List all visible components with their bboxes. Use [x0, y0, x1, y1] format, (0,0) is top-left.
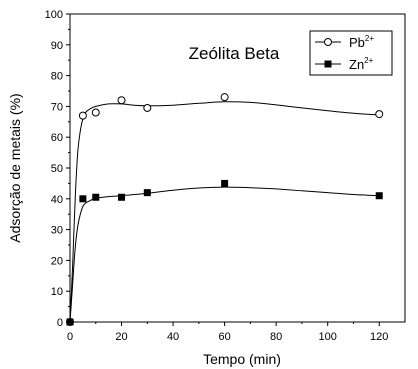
point-pb: [143, 103, 152, 112]
legend-label-pb-base: Pb: [349, 35, 365, 50]
curve-pb: [69, 101, 380, 323]
x-axis-title: Tempo (min): [203, 351, 281, 367]
y-tick-label: 30: [51, 225, 63, 237]
point-zn: [118, 193, 126, 201]
legend-marker-pb: [324, 38, 332, 46]
y-tick-label: 40: [51, 194, 63, 206]
point-zn: [92, 193, 100, 201]
point-pb: [78, 111, 87, 120]
legend-box: [309, 30, 393, 76]
point-zn: [221, 179, 229, 187]
point-pb: [91, 108, 100, 117]
x-tick-label: 80: [270, 331, 282, 343]
y-axis-title: Adsorção de metais (%): [7, 93, 23, 242]
x-tick-label: 20: [115, 331, 127, 343]
legend-item-pb: Pb2+: [315, 34, 374, 50]
point-zn: [375, 192, 383, 200]
point-zn: [143, 189, 151, 197]
legend-label-pb: Pb2+: [349, 34, 374, 50]
y-tick-label: 20: [51, 255, 63, 267]
legend-item-zn: Zn2+: [315, 56, 374, 72]
legend-marker-zn: [324, 60, 332, 68]
x-tick-label: 40: [167, 331, 179, 343]
y-tick-label: 0: [57, 317, 63, 329]
legend-label-zn-sup: 2+: [364, 56, 373, 65]
data-markers: [66, 93, 384, 326]
x-axis: 0 20 40 60 80 100 120: [67, 322, 388, 343]
plot-frame: [69, 13, 406, 323]
y-tick-label: 50: [51, 163, 63, 175]
legend-label-zn: Zn2+: [349, 56, 374, 72]
point-pb: [117, 96, 126, 105]
y-tick-label: 90: [51, 40, 63, 52]
y-tick-label: 10: [51, 286, 63, 298]
point-pb: [375, 110, 384, 119]
x-tick-label: 0: [67, 331, 73, 343]
y-axis: 0 10 20 30 40 50 60 70 80 90 100: [45, 9, 70, 329]
fit-curves: [69, 101, 380, 323]
x-tick-label: 120: [370, 331, 388, 343]
curve-zn: [69, 186, 380, 323]
point-zn: [79, 195, 87, 203]
y-tick-label: 100: [45, 9, 63, 21]
y-tick-label: 70: [51, 101, 63, 113]
y-tick-label: 60: [51, 132, 63, 144]
legend-label-zn-base: Zn: [349, 57, 364, 72]
y-tick-label: 80: [51, 71, 63, 83]
annotation-label: Zeólita Beta: [189, 44, 280, 63]
legend-label-pb-sup: 2+: [365, 34, 374, 43]
x-tick-label: 100: [319, 331, 337, 343]
legend: Pb2+ Zn2+: [309, 30, 393, 76]
point-pb: [220, 93, 229, 102]
x-tick-label: 60: [218, 331, 230, 343]
